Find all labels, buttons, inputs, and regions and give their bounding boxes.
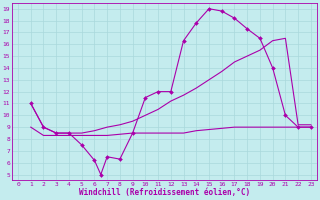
X-axis label: Windchill (Refroidissement éolien,°C): Windchill (Refroidissement éolien,°C) <box>79 188 250 197</box>
